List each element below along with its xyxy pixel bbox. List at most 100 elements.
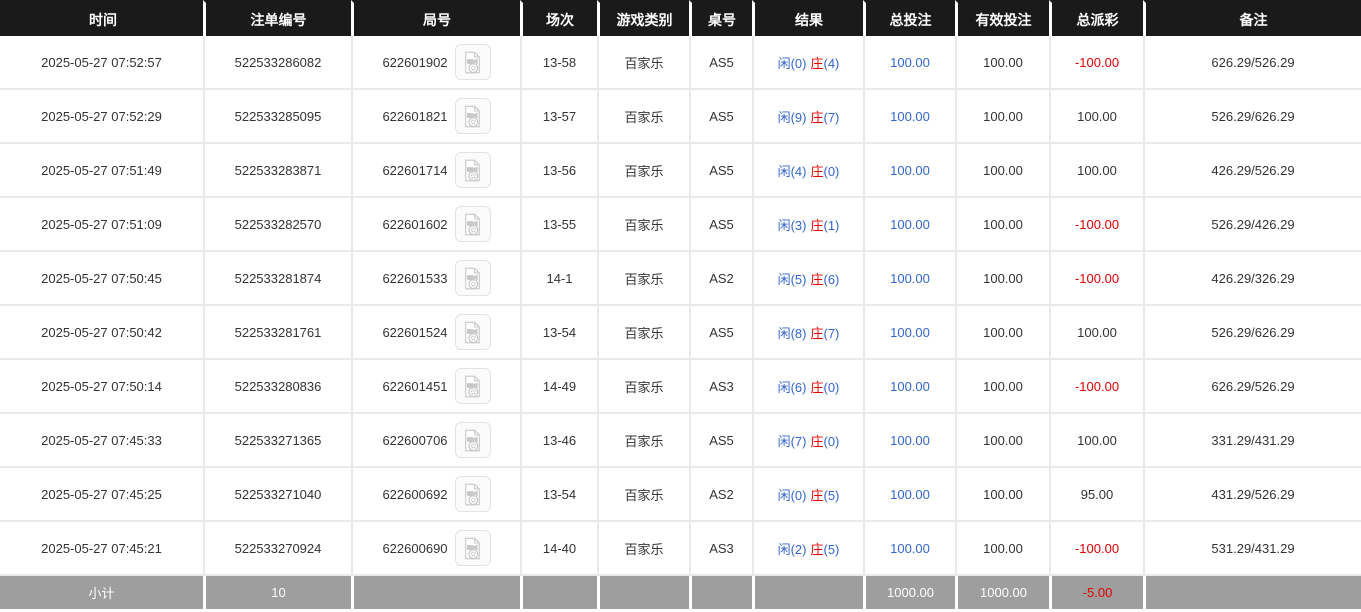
cell-time: 2025-05-27 07:50:42 xyxy=(0,306,203,360)
result-player: 闲(3) xyxy=(777,217,807,233)
subtotal-row: 小计 10 1000.00 1000.00 -5.00 xyxy=(0,576,1361,609)
cell-total-bet: 100.00 xyxy=(863,198,955,252)
video-replay-button[interactable] xyxy=(454,476,491,512)
cell-total-bet: 100.00 xyxy=(863,360,955,414)
cell-round-id: 622601524 xyxy=(351,306,520,360)
cell-round-id: 622601602 xyxy=(351,198,520,252)
video-replay-button[interactable] xyxy=(454,152,491,188)
video-replay-button[interactable] xyxy=(454,44,491,80)
cell-result: 闲(7) 庄(0) xyxy=(752,414,863,468)
cell-game-type: 百家乐 xyxy=(597,252,689,306)
result-banker-label: 庄 xyxy=(810,163,824,179)
cell-time: 2025-05-27 07:52:57 xyxy=(0,36,203,90)
result-player: 闲(5) xyxy=(777,271,807,287)
round-id-wrapper: 622600706 xyxy=(353,422,520,458)
cell-game-type: 百家乐 xyxy=(597,360,689,414)
result-banker-label: 庄 xyxy=(810,271,824,287)
cell-result: 闲(0) 庄(4) xyxy=(752,36,863,90)
cell-round-id: 622600706 xyxy=(351,414,520,468)
result-banker-count: (5) xyxy=(823,541,840,557)
video-file-icon xyxy=(462,483,483,506)
cell-bet-id: 522533280836 xyxy=(203,360,351,414)
subtotal-empty-game-type xyxy=(597,576,689,609)
round-id-wrapper: 622600692 xyxy=(353,476,520,512)
result-player: 闲(7) xyxy=(777,433,807,449)
result-player: 闲(6) xyxy=(777,379,807,395)
cell-remark: 526.29/626.29 xyxy=(1143,306,1361,360)
cell-valid-bet: 100.00 xyxy=(955,198,1049,252)
video-replay-button[interactable] xyxy=(454,260,491,296)
cell-table-no: AS3 xyxy=(689,360,752,414)
cell-result: 闲(0) 庄(5) xyxy=(752,468,863,522)
cell-total-bet: 100.00 xyxy=(863,306,955,360)
result-banker-label: 庄 xyxy=(810,541,824,557)
table-body: 2025-05-27 07:52:57 522533286082 622601902… xyxy=(0,36,1361,576)
cell-result: 闲(6) 庄(0) xyxy=(752,360,863,414)
video-file-icon xyxy=(462,321,483,344)
video-file-icon xyxy=(462,213,483,236)
cell-session: 14-40 xyxy=(520,522,597,576)
cell-result: 闲(4) 庄(0) xyxy=(752,144,863,198)
cell-bet-id: 522533286082 xyxy=(203,36,351,90)
cell-table-no: AS2 xyxy=(689,252,752,306)
cell-remark: 526.29/626.29 xyxy=(1143,90,1361,144)
result-banker-count: (0) xyxy=(823,163,840,179)
subtotal-total-bet: 1000.00 xyxy=(863,576,955,609)
cell-session: 13-54 xyxy=(520,468,597,522)
cell-valid-bet: 100.00 xyxy=(955,36,1049,90)
table-footer: 小计 10 1000.00 1000.00 -5.00 xyxy=(0,576,1361,609)
video-replay-button[interactable] xyxy=(454,530,491,566)
header-row: 时间 注单编号 局号 场次 游戏类别 桌号 结果 总投注 有效投注 总派彩 备注 xyxy=(0,0,1361,36)
cell-round-id: 622600692 xyxy=(351,468,520,522)
result-banker-count: (0) xyxy=(823,433,840,449)
result-banker-label: 庄 xyxy=(810,55,824,71)
round-id-value: 622601451 xyxy=(382,378,448,394)
cell-table-no: AS5 xyxy=(689,36,752,90)
round-id-value: 622601524 xyxy=(382,324,448,340)
subtotal-empty-session xyxy=(520,576,597,609)
video-replay-button[interactable] xyxy=(454,368,491,404)
cell-total-bet: 100.00 xyxy=(863,90,955,144)
cell-round-id: 622601451 xyxy=(351,360,520,414)
table-row: 2025-05-27 07:45:25 522533271040 622600692… xyxy=(0,468,1361,522)
cell-bet-id: 522533271040 xyxy=(203,468,351,522)
table-row: 2025-05-27 07:45:33 522533271365 622600706… xyxy=(0,414,1361,468)
result-banker-count: (7) xyxy=(823,325,840,341)
cell-table-no: AS3 xyxy=(689,522,752,576)
video-replay-button[interactable] xyxy=(454,98,491,134)
result-player: 闲(2) xyxy=(777,541,807,557)
cell-table-no: AS5 xyxy=(689,414,752,468)
column-header-time: 时间 xyxy=(0,0,203,36)
video-file-icon xyxy=(462,537,483,560)
cell-bet-id: 522533270924 xyxy=(203,522,351,576)
video-replay-button[interactable] xyxy=(454,206,491,242)
result-player: 闲(9) xyxy=(777,109,807,125)
result-banker-label: 庄 xyxy=(810,109,824,125)
cell-remark: 426.29/326.29 xyxy=(1143,252,1361,306)
column-header-table_no: 桌号 xyxy=(689,0,752,36)
table-row: 2025-05-27 07:52:29 522533285095 622601821… xyxy=(0,90,1361,144)
cell-total-payout: -100.00 xyxy=(1049,360,1143,414)
cell-remark: 426.29/526.29 xyxy=(1143,144,1361,198)
video-replay-button[interactable] xyxy=(454,422,491,458)
column-header-valid_bet: 有效投注 xyxy=(955,0,1049,36)
cell-valid-bet: 100.00 xyxy=(955,306,1049,360)
cell-round-id: 622600690 xyxy=(351,522,520,576)
cell-result: 闲(9) 庄(7) xyxy=(752,90,863,144)
round-id-wrapper: 622601533 xyxy=(353,260,520,296)
cell-remark: 331.29/431.29 xyxy=(1143,414,1361,468)
result-banker-count: (1) xyxy=(823,217,840,233)
cell-total-bet: 100.00 xyxy=(863,252,955,306)
result-player: 闲(0) xyxy=(777,487,807,503)
cell-total-bet: 100.00 xyxy=(863,36,955,90)
cell-time: 2025-05-27 07:51:09 xyxy=(0,198,203,252)
cell-session: 13-56 xyxy=(520,144,597,198)
cell-time: 2025-05-27 07:50:45 xyxy=(0,252,203,306)
cell-bet-id: 522533281874 xyxy=(203,252,351,306)
video-replay-button[interactable] xyxy=(454,314,491,350)
cell-bet-id: 522533271365 xyxy=(203,414,351,468)
cell-session: 13-46 xyxy=(520,414,597,468)
cell-valid-bet: 100.00 xyxy=(955,522,1049,576)
cell-valid-bet: 100.00 xyxy=(955,468,1049,522)
cell-total-payout: -100.00 xyxy=(1049,198,1143,252)
